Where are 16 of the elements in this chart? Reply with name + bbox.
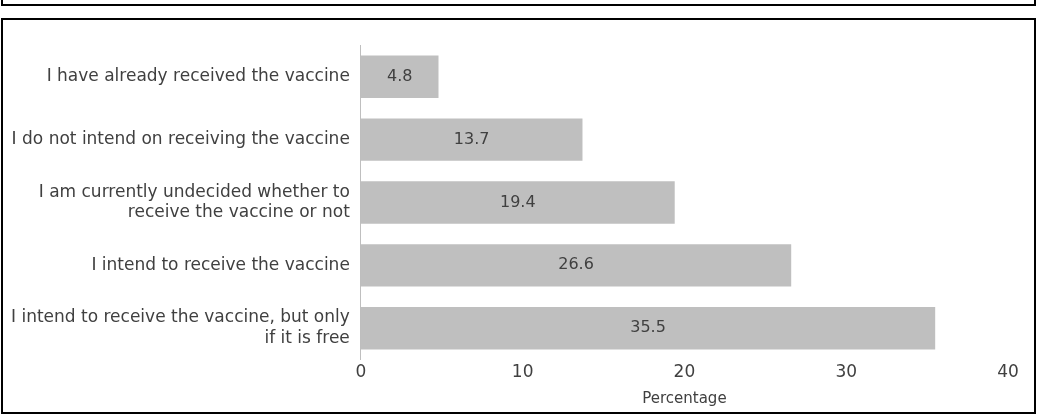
y-tick-label: I do not intend on receiving the vaccine <box>11 128 350 149</box>
y-tick-label: I intend to receive the vaccine, but only if it is free <box>10 306 350 347</box>
data-label: 13.7 <box>453 128 490 148</box>
data-label: 35.5 <box>630 317 666 337</box>
y-tick-label: I have already received the vaccine <box>46 65 350 86</box>
x-axis-title: Percentage <box>642 388 727 407</box>
x-tick-label: 20 <box>673 361 696 382</box>
data-label: 26.6 <box>558 254 594 274</box>
x-tick-label: 10 <box>511 361 534 382</box>
data-label: 19.4 <box>499 191 536 211</box>
x-tick-label: 30 <box>835 361 858 382</box>
x-tick-label: 0 <box>355 361 367 382</box>
y-tick-label: I am currently undecided whether to receive the vaccine or not <box>38 180 351 222</box>
x-tick-label: 40 <box>997 361 1019 382</box>
y-tick-label: I intend to receive the vaccine <box>91 253 350 274</box>
data-label: 4.8 <box>386 65 413 85</box>
